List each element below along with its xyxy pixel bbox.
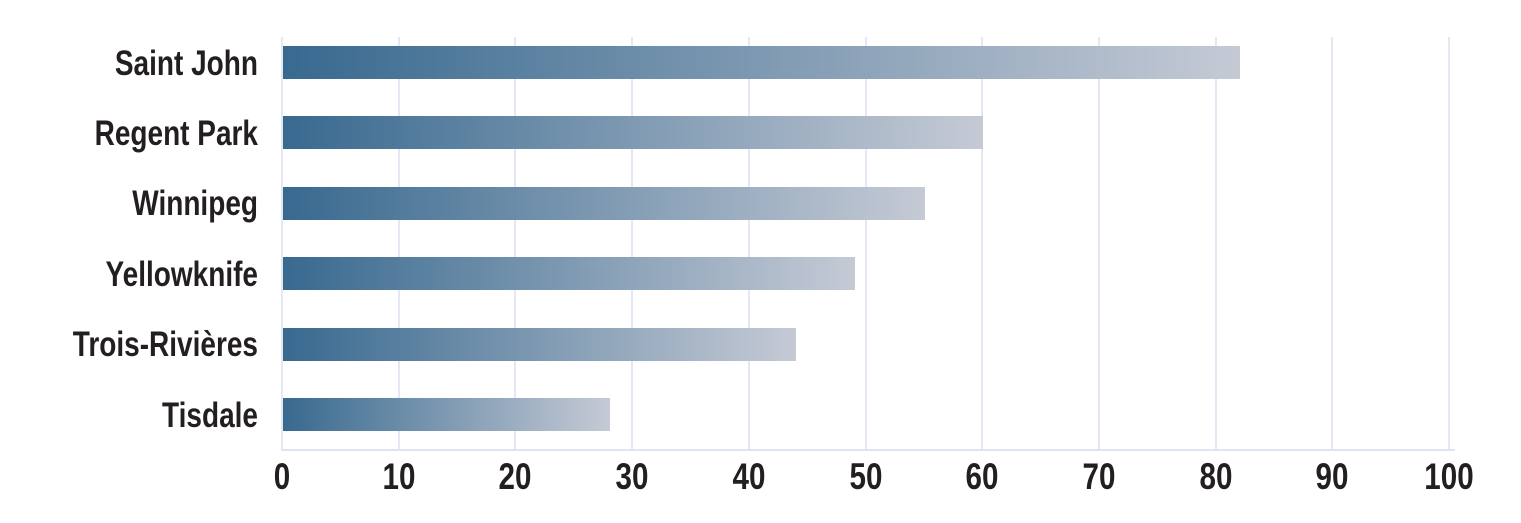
bar-tisdale [283,398,610,431]
x-tick-label-50: 50 [849,456,882,497]
category-label-saint-john: Saint John [114,43,258,83]
gridline-x-10 [397,37,400,451]
x-tick-label-40: 40 [732,456,766,497]
category-label-regent-park: Regent Park [94,113,258,153]
x-tick-label-20: 20 [498,456,532,497]
x-axis-line [282,449,1455,451]
gridline-x-20 [514,37,517,451]
bar-yellowknife [283,257,855,291]
category-label-winnipeg: Winnipeg [132,184,258,224]
x-tick-label-0: 0 [273,456,291,497]
gridline-x-50 [864,37,867,451]
gridline-x-0 [281,37,283,451]
gridline-x-40 [747,37,750,451]
x-tick-label-90: 90 [1315,456,1349,497]
plot-area [281,37,1455,451]
x-tick-label-70: 70 [1082,456,1116,497]
x-tick-label-10: 10 [382,456,416,497]
gridline-x-80 [1214,37,1217,451]
gridline-x-100 [1448,37,1450,451]
bar-saint-john [283,46,1240,79]
category-label-trois-rivieres: Trois-Rivières [72,325,258,365]
bar-winnipeg [283,186,925,220]
x-tick-label-60: 60 [965,456,999,497]
bar-regent-park [283,116,984,150]
category-label-tisdale: Tisdale [162,395,258,435]
gridline-x-70 [1097,37,1100,451]
x-tick-label-30: 30 [615,456,649,497]
category-label-yellowknife: Yellowknife [105,254,258,294]
bar-trois-rivieres [283,327,797,361]
gridline-x-30 [631,37,634,451]
x-tick-label-100: 100 [1424,456,1474,497]
x-tick-label-80: 80 [1199,456,1233,497]
gridline-x-60 [981,37,984,451]
gridline-x-90 [1331,37,1334,451]
